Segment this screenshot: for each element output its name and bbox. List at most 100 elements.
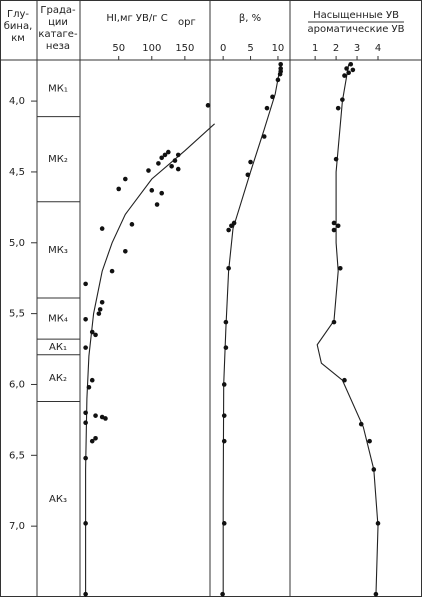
zone-label: МК₃ <box>48 245 68 256</box>
data-point <box>277 71 283 77</box>
zone-label: МК₄ <box>48 314 68 325</box>
panel-title-sub: орг <box>178 17 196 28</box>
panel-title-denominator: ароматические УВ <box>308 24 405 35</box>
x-tick-label: 4 <box>375 43 381 54</box>
x-tick-label: 50 <box>112 43 125 54</box>
data-point <box>96 311 102 316</box>
zone-label: АК₁ <box>49 342 67 353</box>
data-point <box>156 161 161 166</box>
x-tick-label: 100 <box>142 43 161 54</box>
x-tick-label: 2 <box>333 43 339 54</box>
data-point <box>89 377 95 383</box>
data-point <box>83 316 88 322</box>
data-point <box>335 105 341 111</box>
data-point <box>220 591 225 597</box>
x-tick-label: 150 <box>175 43 194 54</box>
data-point <box>83 591 88 597</box>
data-point <box>331 220 337 226</box>
data-point <box>278 61 283 67</box>
data-point <box>337 265 343 271</box>
data-point <box>83 420 88 426</box>
zone-header: Града- <box>40 5 76 16</box>
y-tick-label: 4,0 <box>9 96 25 107</box>
panel-title: HI,мг УВ/г С <box>106 13 167 24</box>
data-point <box>89 329 95 335</box>
zone-label: МК₂ <box>48 154 68 165</box>
data-point <box>175 166 181 172</box>
data-point <box>223 345 229 350</box>
data-point <box>146 168 151 173</box>
y-tick-label: 5,0 <box>9 238 25 249</box>
depth-header: Глу- <box>7 9 29 20</box>
data-point <box>99 226 105 231</box>
data-point <box>93 436 98 441</box>
data-point <box>348 61 354 67</box>
data-point <box>97 307 103 312</box>
y-tick-label: 7,0 <box>9 521 25 532</box>
data-point <box>342 73 347 78</box>
trend-curve <box>222 64 282 597</box>
data-point <box>123 176 128 182</box>
data-point <box>223 319 229 325</box>
data-point <box>261 134 267 139</box>
data-point <box>162 152 168 158</box>
data-point <box>116 186 122 192</box>
data-point <box>342 377 347 383</box>
data-point <box>231 220 237 226</box>
data-point <box>375 521 381 526</box>
data-point <box>333 156 339 162</box>
data-point <box>229 223 234 229</box>
data-point <box>331 319 337 325</box>
data-point <box>86 385 92 390</box>
x-tick-label: 3 <box>354 43 360 54</box>
data-point <box>371 467 377 472</box>
data-point <box>175 152 181 158</box>
data-point <box>221 382 227 387</box>
data-point <box>270 94 275 100</box>
data-point <box>93 413 98 418</box>
trend-curve <box>316 64 379 597</box>
x-tick-label: 1 <box>312 43 318 54</box>
data-point <box>169 163 174 169</box>
data-point <box>346 70 351 76</box>
data-point <box>221 438 227 444</box>
data-point <box>226 227 231 233</box>
y-tick-label: 4,5 <box>9 167 25 178</box>
data-point <box>159 190 165 196</box>
data-point <box>226 265 231 271</box>
panel-title: Насыщенные УВ <box>313 10 399 21</box>
data-point <box>83 345 88 350</box>
depth-header: бина, <box>4 21 33 32</box>
zone-header: ции <box>48 17 68 28</box>
data-point <box>109 268 115 274</box>
data-point <box>129 222 135 227</box>
data-point <box>245 172 251 178</box>
data-point <box>373 591 379 597</box>
y-tick-label: 6,0 <box>9 379 25 390</box>
data-point <box>166 149 171 155</box>
data-point <box>205 103 211 108</box>
data-point <box>331 227 337 233</box>
data-point <box>159 155 165 161</box>
data-point <box>93 332 98 338</box>
data-point <box>350 67 356 73</box>
depth-header: км <box>11 33 25 44</box>
zone-label: АК₂ <box>49 373 67 384</box>
trend-curve <box>85 123 215 597</box>
x-tick-label: 0 <box>220 43 226 54</box>
data-point <box>83 521 88 526</box>
zone-label: МК₁ <box>48 83 68 94</box>
data-point <box>221 521 227 526</box>
data-point <box>275 77 281 83</box>
data-point <box>358 421 364 427</box>
zone-header: неза <box>46 41 70 52</box>
data-point <box>83 455 88 461</box>
zone-header: катаге- <box>38 29 78 40</box>
panel-title: β, % <box>239 13 261 24</box>
data-point <box>83 410 88 416</box>
x-tick-label: 5 <box>247 43 253 54</box>
data-point <box>248 159 253 165</box>
data-point <box>344 66 349 71</box>
data-point <box>83 281 88 287</box>
